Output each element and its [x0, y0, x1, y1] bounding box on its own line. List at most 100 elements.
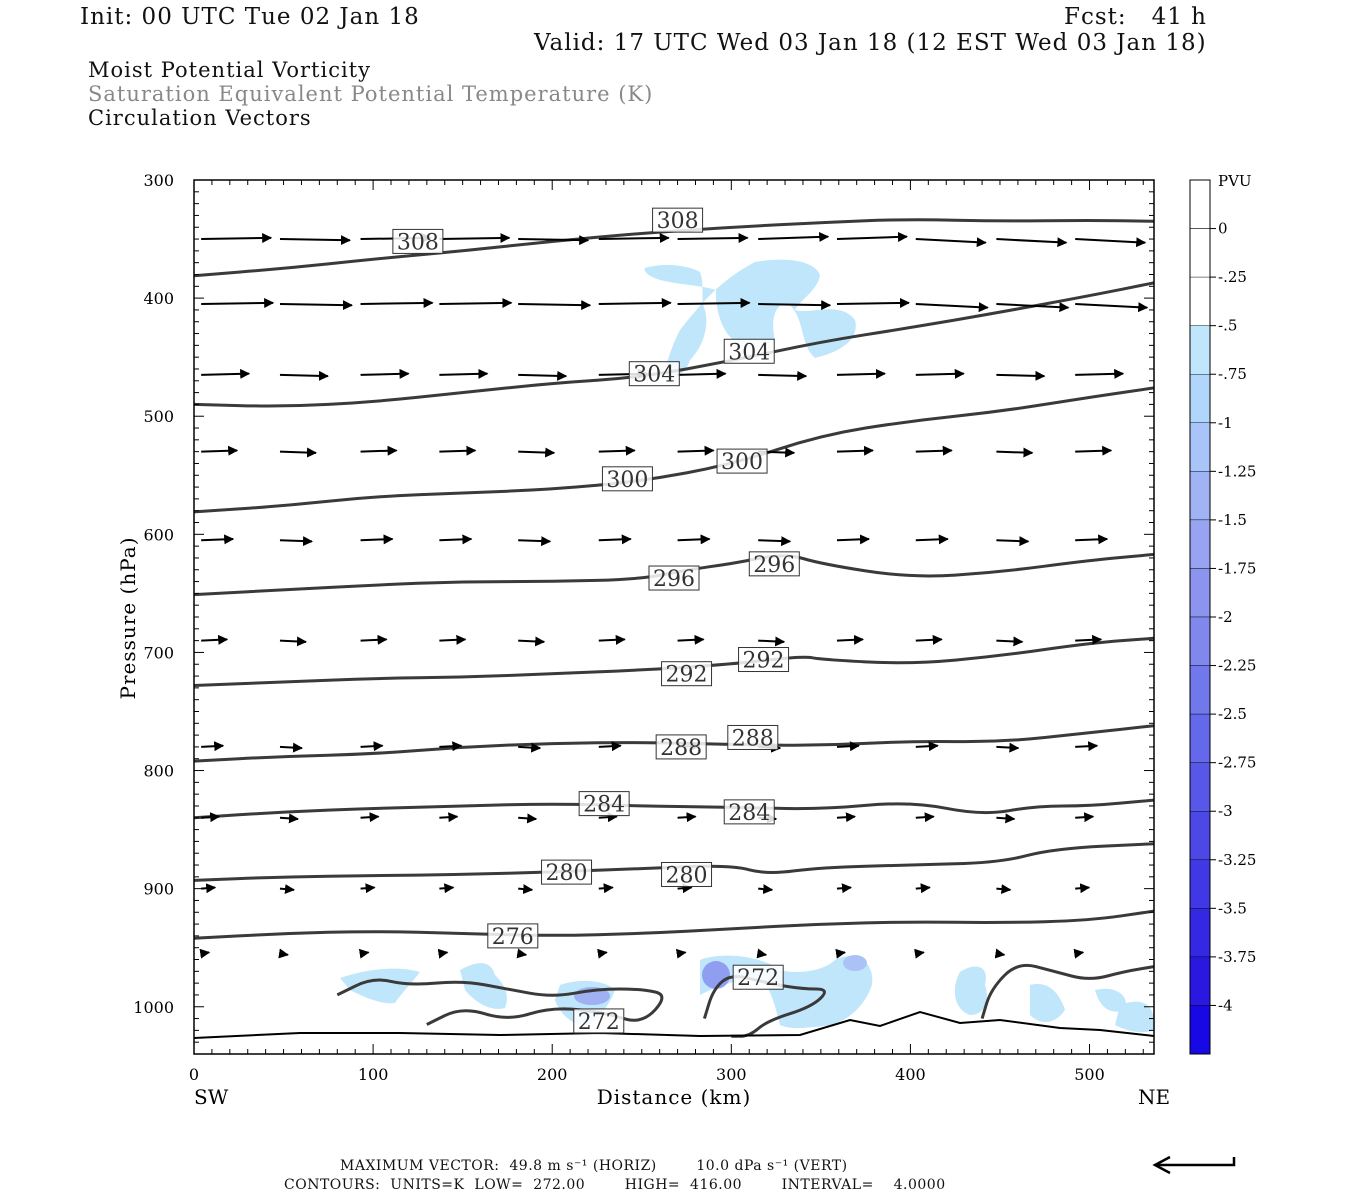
- vector-arrow-1-6: [677, 297, 751, 308]
- vector-arrow-7-2: [360, 812, 380, 823]
- contour-label-box-10-0: [732, 964, 784, 990]
- contour-label-box-3-1: [748, 551, 800, 577]
- vector-arrow-0-11: [1075, 237, 1147, 248]
- vector-arrow-1-8: [836, 297, 910, 308]
- field-title-theta-es: Saturation Equivalent Potential Temperat…: [88, 82, 654, 106]
- colorbar-label: -1.25: [1218, 462, 1256, 480]
- colorbar-label: -2: [1218, 608, 1233, 626]
- vector-arrow-4-2: [360, 534, 394, 545]
- vector-arrow-3-1: [279, 447, 317, 458]
- vector-arrow-6-2: [360, 741, 384, 752]
- vector-arrow-4-8: [836, 534, 870, 545]
- pv-region-upper: [644, 259, 856, 380]
- x-end-label-sw: SW: [194, 1085, 229, 1109]
- isentrope-288-5: [194, 724, 1154, 763]
- vector-arrow-7-5: [598, 812, 618, 823]
- pv-region-lower-7: [1095, 988, 1126, 1012]
- x-tick-label-400: 400: [895, 1065, 926, 1084]
- vector-arrow-0-0: [201, 233, 273, 244]
- reference-vector-head: [1152, 1155, 1171, 1175]
- contour-label-box-7-0: [541, 859, 593, 885]
- vector-arrow-4-11: [1075, 534, 1109, 545]
- vector-arrow-0-9: [915, 237, 987, 248]
- vector-arrow-9-3: [437, 948, 449, 959]
- vector-arrow-5-10: [996, 636, 1024, 647]
- colorbar-swatch-7: [1189, 568, 1211, 618]
- vector-arrow-4-3: [439, 534, 473, 545]
- y-tick-label-700: 700: [143, 643, 174, 662]
- colorbar-swatch-0: [1189, 228, 1211, 278]
- vector-arrow-3-11: [1075, 445, 1113, 456]
- vector-arrow-9-7: [756, 948, 768, 959]
- vector-arrow-8-9: [915, 883, 931, 894]
- colorbar-label: -3: [1218, 802, 1233, 820]
- vector-arrow-9-1: [278, 948, 289, 959]
- vector-arrow-5-4: [518, 636, 546, 647]
- contour-label-box-8-0: [487, 923, 539, 949]
- vector-arrow-4-0: [201, 534, 235, 545]
- isentrope-276-8: [194, 909, 1154, 940]
- vector-arrow-2-0: [201, 368, 251, 379]
- vector-arrow-4-1: [279, 536, 313, 547]
- contour-label-2-0: 300: [606, 468, 648, 493]
- vector-arrow-6-1: [279, 742, 303, 753]
- vector-arrow-7-6: [677, 812, 697, 823]
- isentrope-contours: [194, 218, 1154, 1038]
- field-title-vectors: Circulation Vectors: [88, 106, 312, 130]
- contour-label-box-4-1: [738, 647, 790, 673]
- vector-arrow-9-11: [1073, 948, 1085, 959]
- colorbar-label: -.25: [1218, 268, 1247, 286]
- vector-arrow-6-4: [518, 742, 542, 753]
- vector-arrow-9-4: [516, 948, 528, 959]
- colorbar-swatch-4: [1189, 422, 1211, 472]
- vector-arrow-8-6: [677, 883, 693, 894]
- contour-label-8-0: 276: [492, 925, 534, 950]
- colorbar-swatch-3: [1189, 374, 1211, 423]
- footer-max-vector: MAXIMUM VECTOR: 49.8 m s⁻¹ (HORIZ) 10.0 …: [340, 1158, 848, 1174]
- vector-arrow-4-7: [758, 536, 792, 547]
- colorbar-swatch-10: [1189, 713, 1211, 763]
- contour-label-5-0: 288: [660, 736, 702, 761]
- contour-label-box-6-1: [723, 799, 775, 825]
- vector-arrow-2-7: [758, 370, 808, 381]
- vector-arrow-8-7: [758, 884, 774, 895]
- contour-label-box-0-0: [392, 228, 444, 254]
- vector-arrow-4-4: [518, 536, 552, 547]
- contour-label-box-2-1: [716, 448, 768, 474]
- contour-label-box-3-0: [648, 565, 700, 591]
- vector-arrow-2-3: [439, 368, 489, 379]
- vector-arrow-7-4: [518, 813, 538, 824]
- vector-arrow-8-5: [598, 883, 614, 894]
- vector-arrow-1-1: [279, 300, 353, 311]
- contour-label-4-0: 292: [666, 663, 708, 688]
- vector-arrow-1-11: [1075, 302, 1149, 313]
- vector-arrow-5-6: [677, 634, 705, 645]
- vector-arrow-7-10: [996, 813, 1016, 824]
- pv-region-lower-8: [1115, 1001, 1154, 1033]
- vector-arrow-2-9: [915, 368, 965, 379]
- valid-time: Valid: 17 UTC Wed 03 Jan 18 (12 EST Wed …: [534, 30, 1207, 56]
- contour-label-7-1: 280: [666, 863, 708, 888]
- vector-arrow-4-10: [996, 536, 1030, 547]
- contour-label-2-1: 300: [721, 450, 763, 475]
- contour-label-10-0: 272: [737, 966, 779, 991]
- contour-label-box-1-1: [723, 338, 775, 364]
- vector-arrow-6-11: [1075, 741, 1099, 752]
- vector-arrow-1-5: [598, 297, 672, 308]
- vector-arrow-7-1: [279, 813, 299, 824]
- contour-label-box-9-0: [573, 1008, 625, 1034]
- colorbar-label: -.5: [1218, 317, 1237, 335]
- circulation-vectors: [199, 231, 1149, 959]
- vector-arrow-3-9: [915, 445, 953, 456]
- vector-arrow-3-0: [201, 445, 239, 456]
- y-axis-ticks: 300 400 500 600 700 800 900 1000: [133, 171, 174, 1017]
- x-axis-ticks: 0 100 200 300 400 500: [189, 1065, 1105, 1084]
- x-tick-label-300: 300: [716, 1065, 747, 1084]
- pv-colorbar: 0 -.25 -.5 -.75 -1 -1.25 -1.5 -1.75 -2 -2.25 -2.5 -…: [1189, 179, 1256, 1055]
- vector-arrow-6-3: [439, 741, 463, 752]
- colorbar-label: -.75: [1218, 365, 1247, 383]
- colorbar-swatch-9: [1189, 665, 1211, 715]
- vector-arrow-7-9: [915, 812, 935, 823]
- colorbar-swatch-top: [1189, 179, 1211, 229]
- terrain-line: [194, 1010, 1154, 1039]
